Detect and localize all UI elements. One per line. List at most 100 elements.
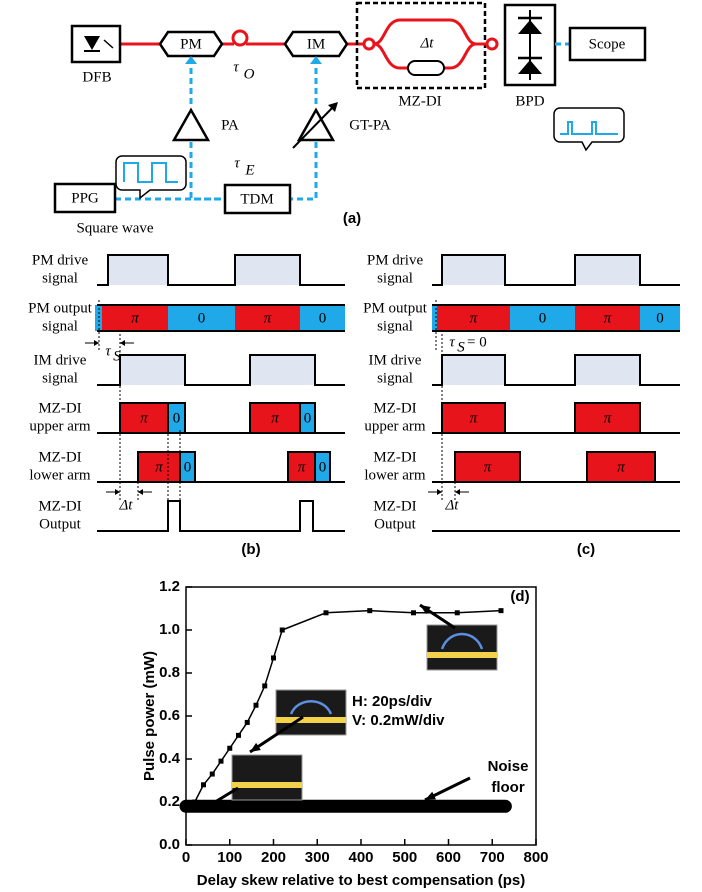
pi-label: π: [264, 310, 272, 326]
data-point: [227, 746, 232, 751]
x-tick-label: 800: [523, 849, 548, 866]
drive-fill: [575, 255, 640, 285]
row-label: Output: [374, 516, 417, 532]
im-label: IM: [307, 36, 325, 52]
y-tick-label: 1.2: [159, 578, 180, 595]
row-label: PM output: [363, 300, 428, 316]
pi-label: π: [484, 459, 492, 475]
data-point: [455, 610, 460, 615]
drive-fill: [108, 255, 168, 285]
zero-label: 0: [539, 310, 547, 326]
y-tick-label: 0.4: [159, 750, 181, 767]
x-tick-label: 100: [217, 849, 242, 866]
data-point: [324, 610, 329, 615]
delta-t-label: Δt: [119, 497, 134, 513]
x-tick-label: 600: [436, 849, 461, 866]
tdm-label: TDM: [240, 191, 273, 207]
dfb-box: [72, 26, 120, 62]
annotation: Noise: [488, 758, 529, 775]
delta-t-label: Δt: [445, 497, 460, 513]
panel-label: (c): [577, 541, 595, 558]
row-label: IM drive: [34, 352, 87, 368]
data-point: [367, 608, 372, 613]
row-label: upper arm: [29, 418, 91, 434]
dfb-label: DFB: [82, 69, 111, 85]
y-tick-label: 0.0: [159, 836, 180, 853]
delay-arrow: [115, 489, 120, 495]
pi-label: π: [470, 310, 478, 326]
x-tick-label: 700: [480, 849, 505, 866]
x-tick-label: 300: [305, 849, 330, 866]
pi-label: π: [604, 310, 612, 326]
zero-label: 0: [184, 459, 192, 475]
scope-trace: [232, 782, 302, 788]
zero-label: 0: [319, 459, 327, 475]
scope-inset: [232, 755, 302, 800]
row-label: signal: [42, 370, 78, 386]
rf-cable: [191, 142, 225, 199]
row-label: signal: [377, 370, 413, 386]
tau-s-suffix: = 0: [467, 334, 487, 350]
scope-label: Scope: [589, 36, 626, 52]
data-point: [254, 703, 259, 708]
row-label: signal: [42, 270, 78, 286]
drive-fill: [575, 355, 640, 385]
data-point: [411, 610, 416, 615]
coupler: [487, 39, 497, 49]
row-label: PM drive: [32, 252, 89, 268]
annotation: H: 20ps/div: [352, 693, 433, 710]
drive-fill: [250, 355, 315, 385]
tau-o-sub: O: [244, 66, 255, 82]
row-label: MZ-DI: [38, 498, 81, 514]
drive-fill: [442, 355, 505, 385]
drive-fill: [235, 255, 300, 285]
gt-pa-label: GT-PA: [349, 117, 391, 133]
data-point: [219, 759, 224, 764]
zero-label: 0: [173, 410, 181, 426]
y-axis-label: Pulse power (mW): [141, 651, 158, 781]
row-label: MZ-DI: [373, 400, 416, 416]
x-tick-label: 500: [392, 849, 417, 866]
y-tick-label: 0.8: [159, 664, 180, 681]
x-tick-label: 0: [182, 849, 190, 866]
delay-arrow: [120, 340, 125, 346]
row-label: PM drive: [367, 252, 424, 268]
panel-label: (b): [241, 541, 260, 558]
annotation: V: 0.2mW/div: [352, 712, 445, 729]
x-axis-label: Delay skew relative to best compensation…: [197, 872, 525, 889]
data-point: [236, 733, 241, 738]
scope-trace: [276, 717, 346, 723]
x-tick-label: 200: [261, 849, 286, 866]
annotation: floor: [491, 779, 524, 796]
pm-label: PM: [180, 36, 202, 52]
y-tick-label: 0.6: [159, 707, 180, 724]
pi-label: π: [271, 410, 279, 426]
coupler: [364, 39, 374, 49]
zero-label: 0: [304, 410, 312, 426]
scope-trace: [427, 652, 497, 658]
delay-arrow: [138, 489, 143, 495]
pi-label: π: [470, 410, 478, 426]
row-label: signal: [377, 318, 413, 334]
row-label: upper arm: [364, 418, 426, 434]
delay-line: [408, 61, 444, 75]
row-label: IM drive: [369, 352, 422, 368]
pi-label: π: [131, 310, 139, 326]
delay-arrow: [94, 340, 99, 346]
y-tick-label: 0.2: [159, 793, 180, 810]
bpd-label: BPD: [515, 93, 544, 109]
drive-fill: [120, 355, 185, 385]
row-label: MZ-DI: [373, 449, 416, 465]
pi-label: π: [604, 410, 612, 426]
zero-label: 0: [656, 310, 664, 326]
panel-label: (d): [510, 588, 529, 605]
pa-label: PA: [221, 117, 239, 133]
zero-label: 0: [319, 310, 327, 326]
pi-label: π: [298, 459, 306, 475]
fiber-coil: [233, 31, 247, 45]
pi-label: π: [140, 410, 148, 426]
row-label: MZ-DI: [38, 449, 81, 465]
panel-label: (a): [343, 210, 361, 227]
x-tick-label: 400: [348, 849, 373, 866]
data-point: [210, 772, 215, 777]
